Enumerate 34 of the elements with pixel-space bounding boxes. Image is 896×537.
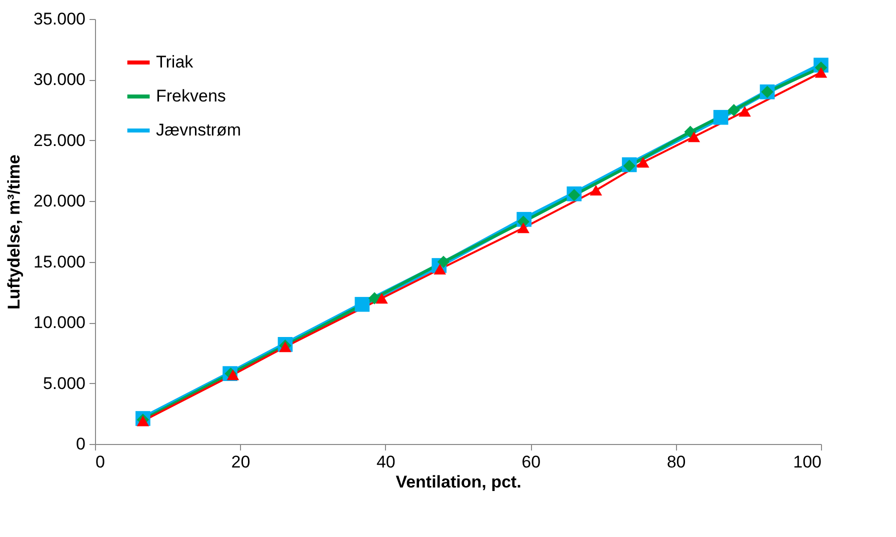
point — [814, 67, 828, 78]
point — [637, 156, 650, 168]
x-tick-label: 60 — [522, 452, 541, 472]
point — [226, 369, 240, 380]
point — [434, 264, 446, 274]
legend-label: Jævnstrøm — [156, 120, 241, 140]
y-tick-label: 15.000 — [34, 252, 86, 272]
y-tick-label: 30.000 — [34, 70, 86, 90]
y-tick-label: 20.000 — [34, 192, 86, 211]
y-axis-title: Luftydelse, m³/time — [4, 154, 24, 310]
y-tick-label: 10.000 — [34, 313, 86, 332]
point — [437, 256, 450, 268]
point — [590, 184, 602, 196]
legend-label: Frekvens — [156, 86, 226, 106]
point — [728, 104, 740, 116]
y-tick-label: 35.000 — [34, 10, 86, 28]
point — [354, 296, 370, 312]
x-tick-label: 80 — [666, 452, 686, 472]
point — [688, 131, 700, 142]
y-tick-label: 25.000 — [34, 130, 86, 150]
legend-label: Triak — [156, 52, 194, 72]
point — [517, 222, 530, 234]
x-tick-label: 40 — [376, 452, 396, 472]
point — [738, 106, 751, 117]
point — [368, 292, 381, 304]
point — [684, 126, 696, 138]
y-tick-label: 5.000 — [42, 374, 86, 393]
point — [713, 110, 728, 125]
x-tick-label: 20 — [231, 452, 250, 472]
y-tick-label: 0 — [76, 434, 86, 454]
x-axis-title: Ventilation, pct. — [396, 472, 522, 492]
point — [376, 292, 388, 304]
x-tick-label: 100 — [793, 452, 822, 472]
x-tick-label: 0 — [96, 452, 105, 472]
